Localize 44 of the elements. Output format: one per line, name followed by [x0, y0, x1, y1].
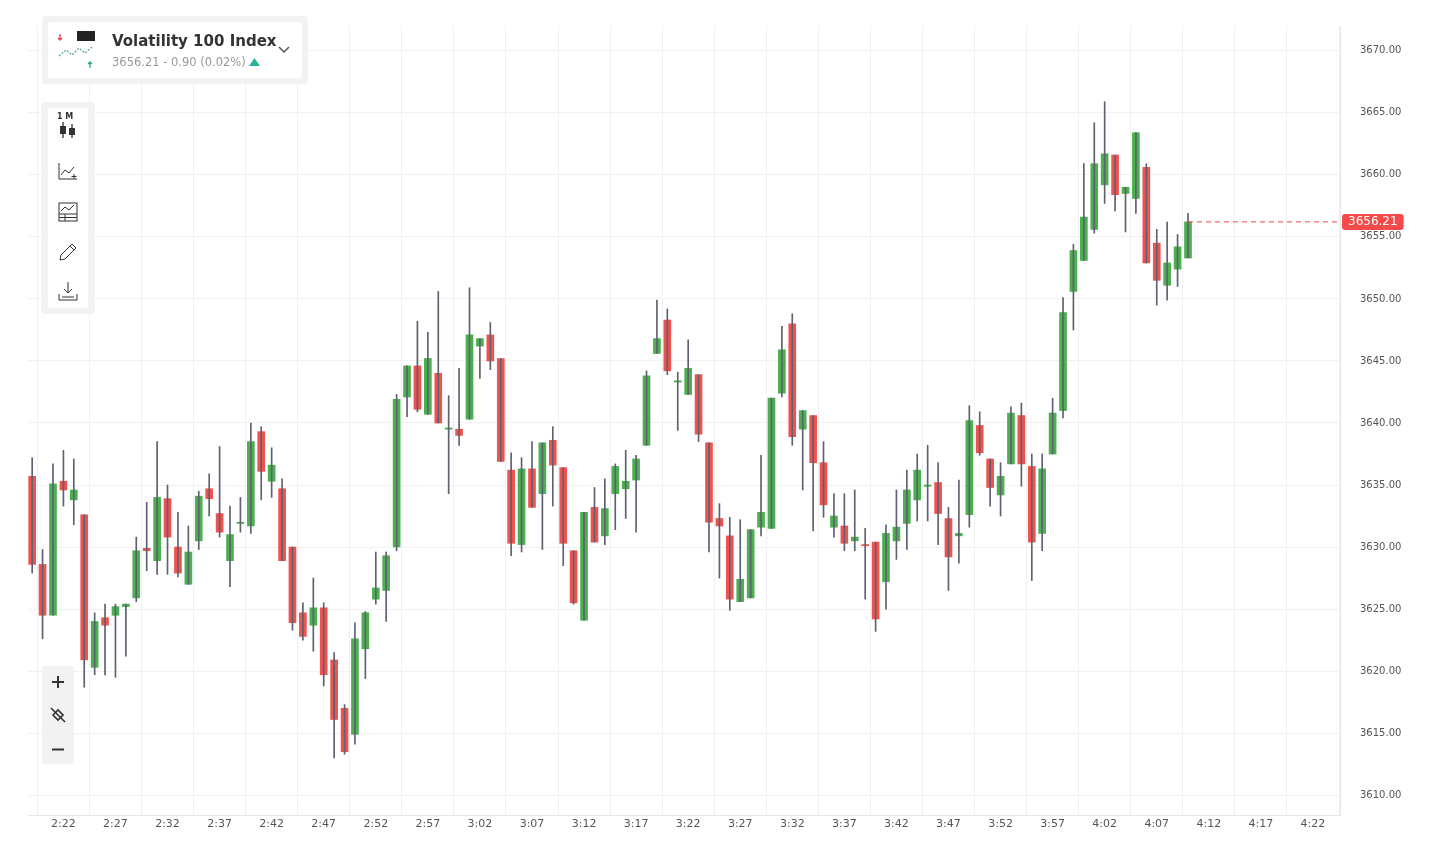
y-tick-label: 3615.00 — [1360, 726, 1402, 738]
y-tick-label: 3670.00 — [1360, 44, 1402, 56]
symbol-card: Volatility 100 Index 3656.21 - 0.90 (0.02%) — [42, 16, 308, 84]
x-tick-label: 4:02 — [1092, 817, 1117, 831]
x-tick-label: 2:42 — [259, 817, 285, 831]
y-tick-label: 3635.00 — [1360, 478, 1402, 490]
x-tick-label: 2:52 — [363, 817, 389, 831]
candlestick — [496, 358, 505, 462]
y-tick-label: 3620.00 — [1360, 664, 1402, 676]
ref-line-label: 3656.21 — [1348, 214, 1398, 229]
candlestick — [580, 511, 588, 621]
x-tick-label: 4:17 — [1248, 817, 1274, 831]
x-tick-label: 3:02 — [467, 817, 493, 831]
x-tick-label: 2:32 — [155, 817, 180, 831]
x-tick-label: 3:22 — [675, 817, 701, 831]
x-tick-label: 3:17 — [623, 817, 649, 831]
y-tick-label: 3630.00 — [1360, 540, 1402, 552]
x-tick-label: 3:07 — [519, 817, 545, 831]
x-tick-label: 3:57 — [1040, 817, 1065, 831]
x-tick-label: 3:47 — [936, 817, 961, 831]
x-tick-label: 3:12 — [571, 817, 597, 831]
x-tick-label: 2:37 — [207, 817, 232, 831]
x-tick-label: 3:42 — [884, 817, 909, 831]
y-tick-label: 3650.00 — [1360, 292, 1402, 304]
y-tick-label: 3655.00 — [1360, 230, 1402, 242]
tool-panel: 1 M — [41, 102, 95, 314]
x-tick-label: 2:22 — [51, 817, 76, 831]
y-tick-label: 3660.00 — [1360, 168, 1402, 180]
y-tick-label: 3640.00 — [1360, 416, 1402, 428]
annotation: 1 M — [57, 112, 74, 121]
x-tick-label: 3:37 — [832, 817, 857, 831]
y-tick-label: 3665.00 — [1360, 106, 1402, 118]
x-tick-label: 3:52 — [988, 817, 1013, 831]
x-tick-label: 2:47 — [311, 817, 337, 831]
x-tick-label: 2:57 — [415, 817, 441, 831]
y-tick-label: 3625.00 — [1360, 602, 1402, 614]
x-tick-label: 3:32 — [779, 817, 805, 831]
y-tick-label: 3645.00 — [1360, 354, 1402, 366]
x-tick-label: 2:27 — [103, 817, 128, 831]
x-tick-label: 4:22 — [1300, 817, 1326, 831]
x-tick-label: 4:12 — [1196, 817, 1222, 831]
x-tick-label: 4:07 — [1144, 817, 1170, 831]
x-tick-label: 3:27 — [727, 817, 753, 831]
y-tick-label: 3610.00 — [1360, 788, 1402, 800]
